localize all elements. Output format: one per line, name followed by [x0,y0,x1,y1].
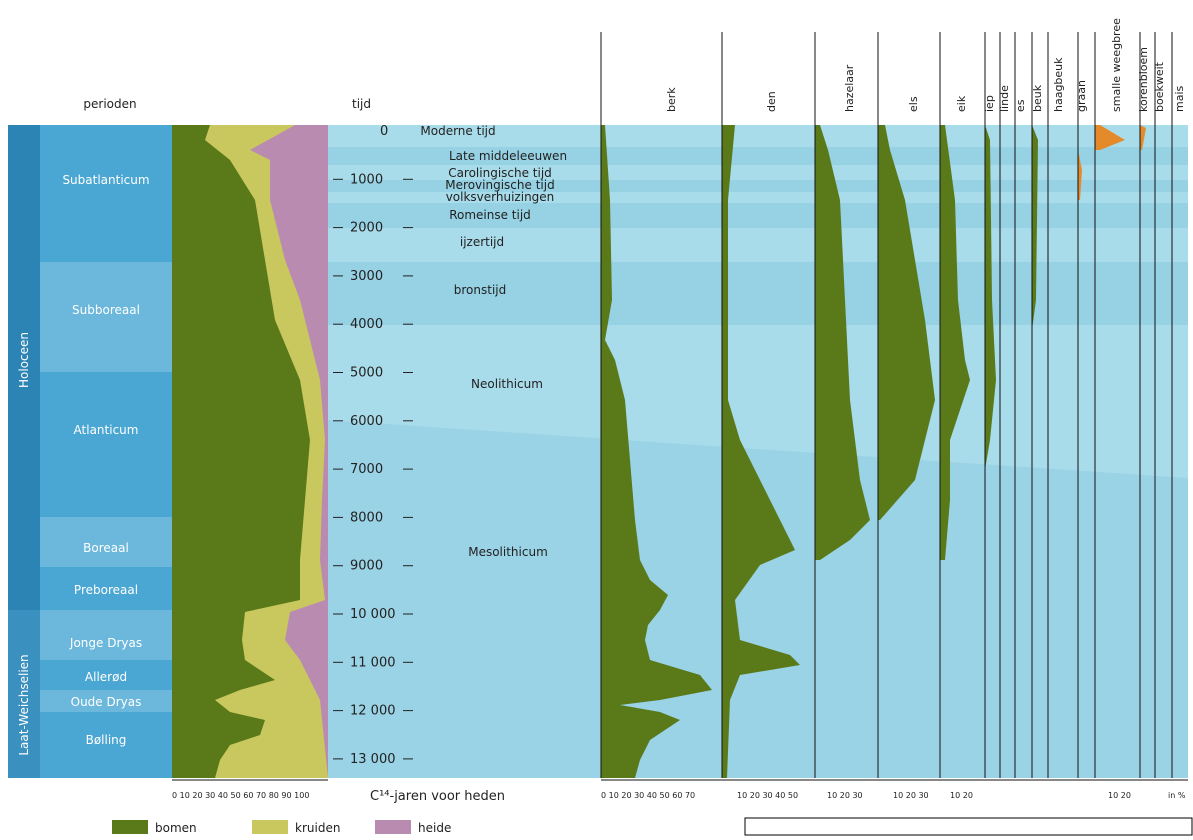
culture: volksverhuizingen [446,190,555,204]
epoch: Holoceen [17,332,31,388]
time-tick: 0 [380,124,388,139]
legend-label: kruiden [295,821,340,835]
time-tick: 5000 [350,366,383,381]
taxon: den [765,91,778,112]
time-tick: 10 000 [350,607,396,622]
epoch: Laat-Weichselien [17,654,31,755]
band [328,420,1188,778]
culture: Romeinse tijd [449,208,531,222]
period-col [40,262,172,372]
taxon: eik [955,95,968,112]
time-tick: 1000 [350,172,383,187]
scale-label: 10 20 [950,791,973,800]
taxon: haagbeuk [1052,57,1065,112]
hazelaar-curve [815,125,870,560]
period: Allerød [85,670,127,684]
period: Jonge Dryas [69,636,142,650]
taxon: es [1014,99,1027,112]
culture: Carolingische tijd [448,166,552,180]
period-col [40,517,172,567]
period: Subatlanticum [62,173,149,187]
legend-label: bomen [155,821,197,835]
taxon: iep [983,95,996,112]
culture: bronstijd [454,283,506,297]
taxon: boekweit [1153,61,1166,112]
els-curve [878,125,935,520]
column-lines [600,32,1173,778]
period-col [40,125,172,778]
header: perioden [83,97,136,111]
berk-curve [601,125,712,778]
period: Boreaal [83,541,129,555]
taxon: graan [1075,80,1088,112]
scale-label: in % [1168,791,1186,800]
taxon: berk [665,87,678,112]
time-tick: 2000 [350,221,383,236]
period-col [40,610,172,660]
period: Bølling [86,733,127,747]
time-tick: 12 000 [350,704,396,719]
taxa-curves [601,125,1146,778]
header: tijd [352,97,371,111]
taxon: els [907,96,920,112]
legend-swatch [252,820,288,834]
legend-swatch [112,820,148,834]
taxon: beuk [1031,84,1044,112]
taxon: linde [998,85,1011,112]
time-tick: 6000 [350,414,383,429]
culture: Merovingische tijd [445,178,554,192]
legend-swatch [375,820,411,834]
band [328,180,1188,192]
taxon: smalle weegbree [1110,18,1123,112]
scale-label: 0 10 20 30 40 50 60 70 80 90 100 [172,791,309,800]
legend-label: heide [418,821,451,835]
taxon: korenbloem [1137,47,1150,112]
korenbloem-curve [1140,125,1146,150]
culture: Late middeleeuwen [449,149,567,163]
time-tick: 3000 [350,269,383,284]
den-curve [722,125,800,778]
band [328,147,1188,165]
scale-label: 10 20 [1108,791,1131,800]
band [328,203,1188,228]
epoch-col [8,610,40,778]
scale-label: 0 10 20 30 40 50 60 70 [601,791,695,800]
taxon: mais [1173,85,1186,112]
period-col [40,690,172,712]
taxon: hazelaar [843,64,856,112]
period: Subboreaal [72,303,140,317]
period: Oude Dryas [71,695,142,709]
culture: Mesolithicum [468,545,548,559]
left-curve [172,125,328,778]
generated: Subatlanticum Subboreaal Atlanticum Boreaal… [62,18,1188,835]
scale-label: 10 20 30 [827,791,863,800]
time-tick: 7000 [350,462,383,477]
culture: ijzertijd [460,235,504,249]
beuk-curve [1032,125,1038,330]
time-tick: 4000 [350,317,383,332]
band [328,262,1188,325]
time-tick: 11 000 [350,655,396,670]
period: Atlanticum [74,423,139,437]
backgrounds [8,125,1188,778]
box [744,817,1193,836]
graan-curve [1078,150,1082,200]
scale-label: 10 20 30 [893,791,929,800]
axis-title: C¹⁴-jaren voor heden [370,789,505,804]
scale-label: 10 20 30 40 50 [737,791,798,800]
time-tick: 13 000 [350,752,396,767]
culture: Moderne tijd [420,124,495,138]
iep-curve [985,125,996,470]
bomen [172,125,310,778]
time-tick: 8000 [350,510,383,525]
period: Preboreaal [74,583,138,597]
eik-curve [940,125,970,560]
weegbree-curve [1095,125,1125,150]
labels: perioden tijd Holoceen Laat-Weichselien [17,97,371,756]
time-tick: 9000 [350,559,383,574]
culture: Neolithicum [471,377,543,391]
